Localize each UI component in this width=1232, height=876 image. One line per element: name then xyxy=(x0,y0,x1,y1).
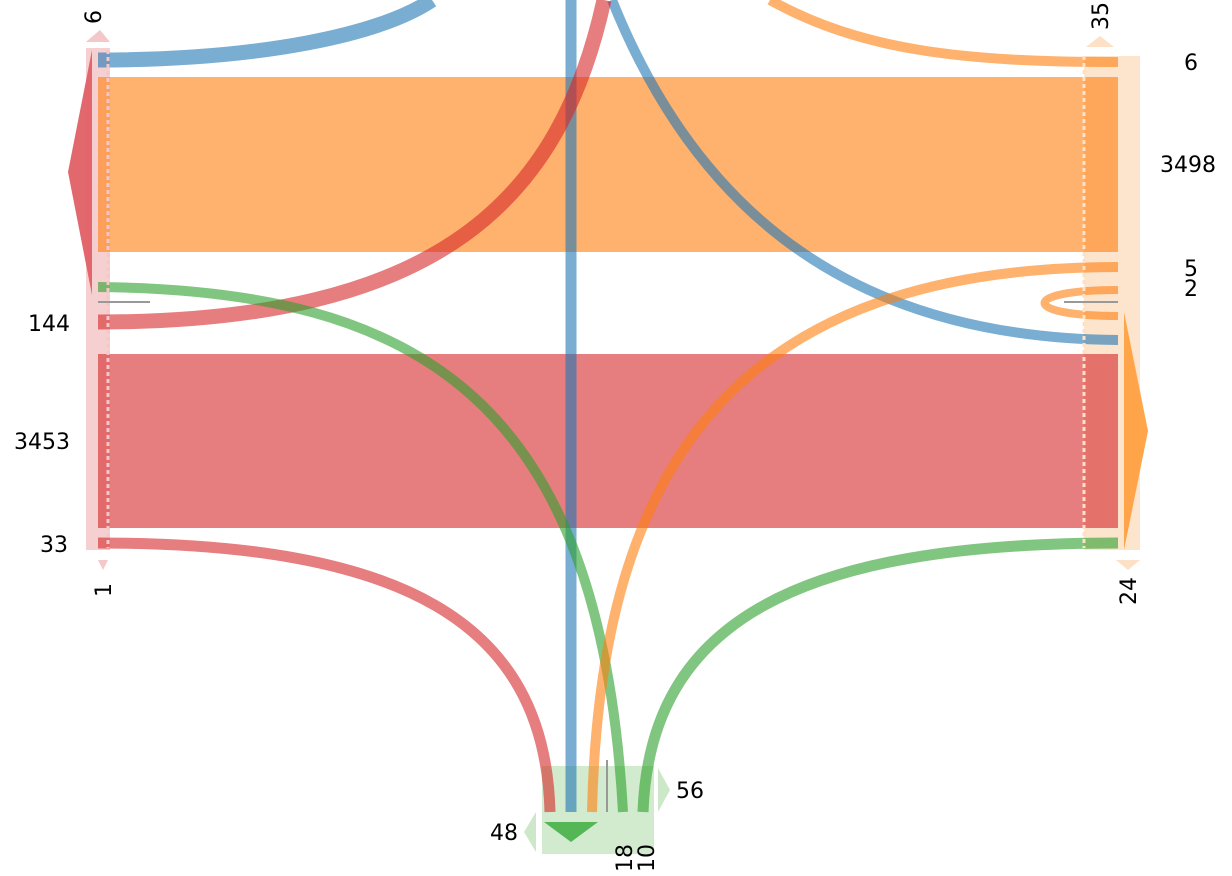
left-node-pointer xyxy=(68,50,92,295)
label-right-3498: 3498 xyxy=(1160,153,1216,178)
flow-left-right-orange xyxy=(98,77,1118,252)
flow-left-top-blue xyxy=(97,0,437,68)
flow-left-bottom-red xyxy=(97,537,556,813)
left-node-top-arrow-2 xyxy=(86,30,110,42)
label-bottom-56: 56 xyxy=(676,779,704,804)
label-right-bottom: 24 xyxy=(1117,577,1142,605)
label-bottom-18: 18 xyxy=(613,844,638,872)
label-left-3453: 3453 xyxy=(14,430,70,455)
divider-ticks xyxy=(98,301,1118,812)
flow-left-right-red xyxy=(98,354,1118,528)
flow-right-bottom-green xyxy=(637,537,1119,813)
label-right-2: 2 xyxy=(1184,277,1198,302)
label-right-top: 35 xyxy=(1089,2,1114,30)
label-left-144: 144 xyxy=(28,312,70,337)
label-bottom-10: 10 xyxy=(635,844,660,872)
left-node-bottom-arrow xyxy=(98,560,108,570)
label-left-33: 33 xyxy=(40,533,68,558)
flows xyxy=(97,0,1119,813)
flow-top-right-orange xyxy=(767,0,1119,67)
flow-left-top-red xyxy=(97,0,612,330)
bottom-node-left-arrow xyxy=(524,812,536,852)
right-node-bottom-arrow xyxy=(1116,560,1140,570)
bottom-node-pointer xyxy=(544,822,598,842)
flow-right-self-orange xyxy=(1040,286,1119,320)
labels: 6 144 3453 33 1 35 6 3498 5 2 24 56 48 1… xyxy=(14,2,1216,872)
bottom-node-right-arrow xyxy=(658,768,670,812)
label-right-6: 6 xyxy=(1184,51,1198,76)
label-right-5: 5 xyxy=(1184,257,1198,282)
label-left-bottom: 1 xyxy=(92,583,117,597)
right-node-pointer xyxy=(1124,312,1148,550)
label-bottom-48: 48 xyxy=(490,821,518,846)
flow-right-bottom-orange xyxy=(587,262,1119,813)
right-node-top-arrow xyxy=(1086,36,1114,47)
flow-top-right-blue xyxy=(607,0,1119,345)
label-left-top: 6 xyxy=(82,10,107,24)
